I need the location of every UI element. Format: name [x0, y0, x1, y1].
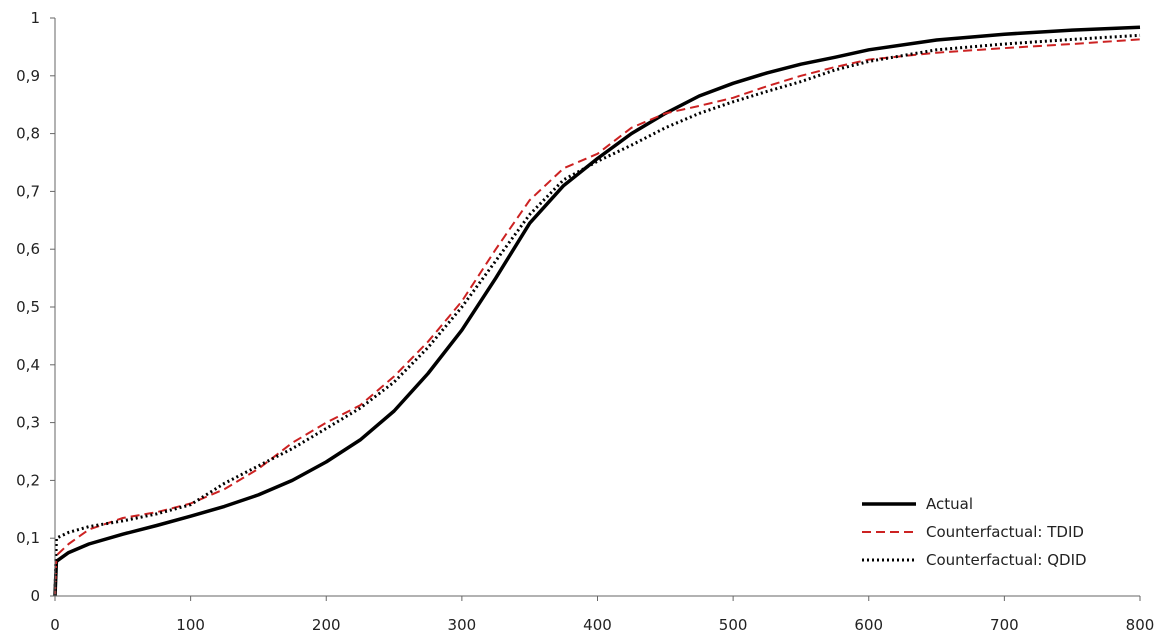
y-tick-label: 0,7 — [16, 182, 40, 200]
y-tick-label: 0,9 — [16, 67, 40, 85]
x-tick-label: 0 — [50, 616, 60, 634]
y-tick-label: 1 — [30, 9, 40, 27]
y-tick-label: 0,6 — [16, 240, 40, 258]
x-tick-label: 300 — [448, 616, 477, 634]
x-tick-label: 200 — [312, 616, 341, 634]
legend-label-3: Counterfactual: QDID — [926, 551, 1087, 569]
y-tick-label: 0,8 — [16, 125, 40, 143]
y-axis-ticks: 0 0,1 0,2 0,3 0,4 0,5 0,6 0,7 0,8 0,9 1 — [16, 9, 55, 605]
legend-label-2: Counterfactual: TDID — [926, 523, 1084, 541]
y-tick-label: 0 — [30, 587, 40, 605]
series-line-1 — [53, 25, 1141, 597]
plot-area — [53, 25, 1141, 597]
series-line-2 — [54, 38, 1141, 597]
legend-label-1: Actual — [926, 495, 973, 513]
x-tick-label: 100 — [176, 616, 205, 634]
y-tick-label: 0,2 — [16, 471, 40, 489]
x-tick-label: 500 — [719, 616, 748, 634]
x-axis-ticks: 0 100 200 300 400 500 600 700 800 — [50, 596, 1154, 634]
y-tick-label: 0,1 — [16, 529, 40, 547]
y-tick-label: 0,4 — [16, 356, 40, 374]
y-tick-label: 0,3 — [16, 414, 40, 432]
x-tick-label: 700 — [990, 616, 1019, 634]
x-tick-label: 400 — [583, 616, 612, 634]
y-tick-label: 0,5 — [16, 298, 40, 316]
x-tick-label: 800 — [1126, 616, 1155, 634]
legend: Actual Counterfactual: TDID Counterfactual… — [862, 495, 1087, 569]
x-tick-label: 600 — [854, 616, 883, 634]
series-line-3 — [53, 33, 1141, 597]
